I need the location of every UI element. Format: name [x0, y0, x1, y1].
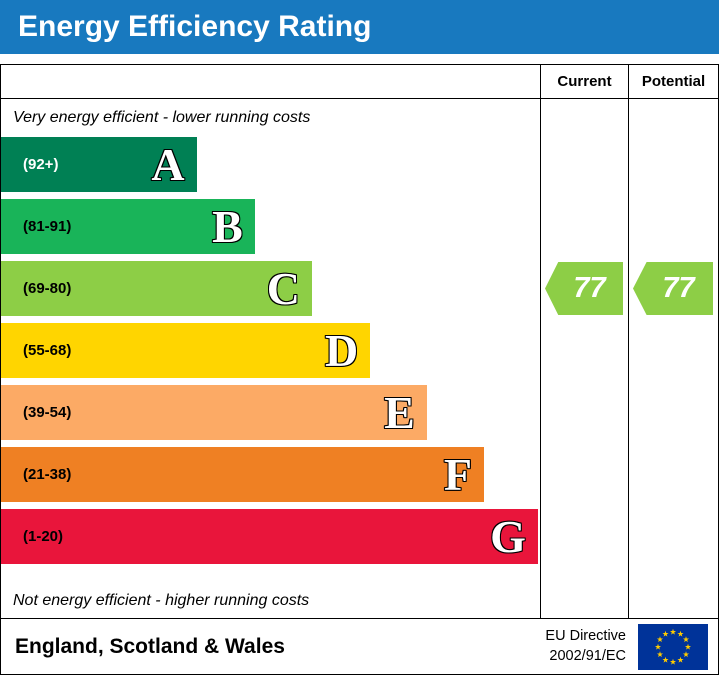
band-row-d: (55-68) D	[1, 323, 540, 378]
page-title: Energy Efficiency Rating	[18, 10, 372, 43]
band-e: (39-54) E	[1, 385, 427, 440]
band-row-e: (39-54) E	[1, 385, 540, 440]
title-bar: Energy Efficiency Rating	[0, 0, 719, 54]
band-row-a: (92+) A	[1, 137, 540, 192]
band-range: (39-54)	[23, 404, 72, 421]
band-row-f: (21-38) F	[1, 447, 540, 502]
column-header-current: Current	[541, 65, 628, 99]
band-b: (81-91) B	[1, 199, 255, 254]
potential-rating-arrow: 77	[633, 262, 713, 315]
band-range: (92+)	[23, 156, 59, 173]
eu-flag	[638, 623, 708, 670]
potential-rating-value: 77	[662, 272, 695, 304]
top-note: Very energy efficient - lower running co…	[13, 109, 311, 126]
band-letter: D	[324, 324, 359, 376]
band-d: (55-68) D	[1, 323, 371, 378]
eu-directive-label: EU Directive 2002/91/EC	[545, 627, 626, 666]
current-column-body: 77	[541, 99, 628, 618]
band-range: (69-80)	[23, 280, 72, 297]
band-f: (21-38) F	[1, 447, 484, 502]
band-range: (1-20)	[23, 528, 64, 545]
band-row-c: (69-80) C	[1, 261, 540, 316]
bottom-note: Not energy efficient - higher running co…	[13, 592, 310, 609]
potential-column: Potential 77	[628, 65, 718, 618]
current-column: Current 77	[540, 65, 628, 618]
band-range: (81-91)	[23, 218, 72, 235]
band-row-g: (1-20) G	[1, 509, 540, 564]
band-letter: B	[212, 200, 243, 252]
rating-chart: Very energy efficient - lower running co…	[1, 65, 718, 618]
band-row-b: (81-91) B	[1, 199, 540, 254]
band-g: (1-20) G	[1, 509, 538, 564]
eu-directive-line1: EU Directive	[545, 627, 626, 644]
band-letter: E	[384, 386, 415, 438]
band-range: (55-68)	[23, 342, 72, 359]
bands-column: Very energy efficient - lower running co…	[1, 65, 540, 618]
band-a: (92+) A	[1, 137, 197, 192]
band-letter: F	[443, 448, 472, 500]
footer: England, Scotland & Wales EU Directive 2…	[1, 618, 718, 674]
bands-body: Very energy efficient - lower running co…	[1, 99, 540, 618]
current-rating-value: 77	[573, 272, 606, 304]
band-range: (21-38)	[23, 466, 72, 483]
rating-table: Very energy efficient - lower running co…	[0, 64, 719, 675]
band-letter: C	[266, 262, 300, 314]
bands-column-header	[1, 65, 540, 99]
band-letter: A	[151, 138, 185, 190]
current-rating-arrow: 77	[545, 262, 623, 315]
potential-column-body: 77	[629, 99, 718, 618]
column-header-potential: Potential	[629, 65, 718, 99]
region-label: England, Scotland & Wales	[15, 634, 285, 658]
band-letter: G	[490, 510, 526, 562]
band-c: (69-80) C	[1, 261, 312, 316]
eu-directive-line2: 2002/91/EC	[549, 647, 626, 664]
